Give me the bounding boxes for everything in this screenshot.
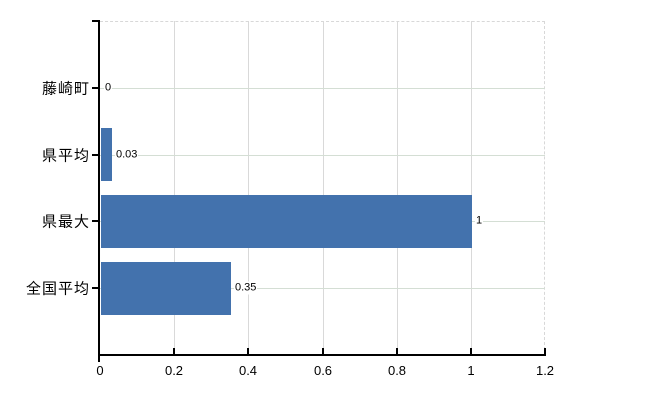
v-gridline bbox=[323, 21, 324, 355]
x-tick-label: 1 bbox=[467, 363, 475, 378]
x-tick bbox=[396, 348, 398, 354]
x-tick-label: 0 bbox=[96, 363, 104, 378]
x-tick bbox=[173, 348, 175, 354]
category-label: 全国平均 bbox=[25, 280, 90, 298]
y-tick bbox=[92, 154, 98, 156]
y-tick bbox=[92, 287, 98, 289]
y-axis bbox=[98, 21, 100, 362]
h-gridline bbox=[100, 88, 545, 89]
x-tick-label: 0.4 bbox=[238, 363, 258, 378]
plot-area-border bbox=[100, 21, 545, 355]
y-axis-cap bbox=[92, 20, 100, 22]
v-gridline bbox=[471, 21, 472, 355]
v-gridline bbox=[397, 21, 398, 355]
x-axis bbox=[98, 354, 546, 356]
x-tick bbox=[544, 348, 546, 354]
x-tick-label: 1.2 bbox=[535, 363, 555, 378]
h-gridline bbox=[100, 155, 545, 156]
category-label: 県平均 bbox=[41, 147, 90, 165]
y-tick bbox=[92, 220, 98, 222]
bar bbox=[101, 128, 112, 181]
x-tick bbox=[322, 348, 324, 354]
value-label: 1 bbox=[475, 214, 484, 228]
v-gridline bbox=[174, 21, 175, 355]
value-label: 0 bbox=[104, 81, 113, 95]
v-gridline bbox=[248, 21, 249, 355]
x-tick-label: 0.8 bbox=[387, 363, 407, 378]
x-tick-label: 0.6 bbox=[313, 363, 333, 378]
x-tick bbox=[470, 348, 472, 354]
h-gridline bbox=[100, 288, 545, 289]
x-tick bbox=[247, 348, 249, 354]
x-tick-label: 0.2 bbox=[164, 363, 184, 378]
bar bbox=[101, 195, 472, 248]
bar bbox=[101, 262, 231, 315]
value-label: 0.35 bbox=[234, 281, 258, 295]
category-label: 藤崎町 bbox=[41, 80, 90, 98]
y-tick bbox=[92, 87, 98, 89]
category-label: 県最大 bbox=[41, 213, 90, 231]
value-label: 0.03 bbox=[115, 148, 139, 162]
